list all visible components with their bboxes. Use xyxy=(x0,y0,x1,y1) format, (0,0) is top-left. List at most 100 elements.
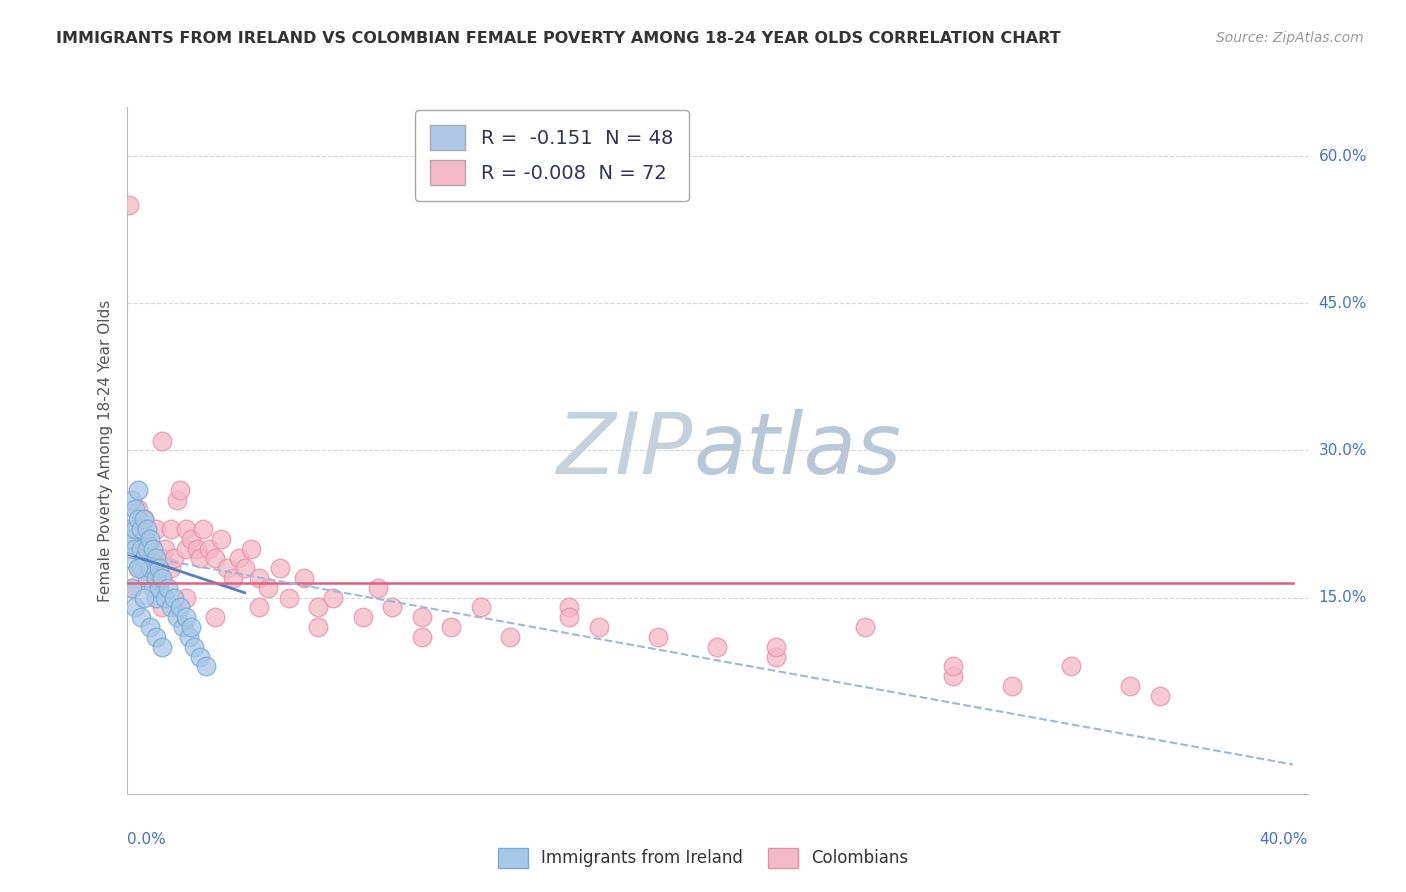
Point xyxy=(139,620,162,634)
Point xyxy=(145,591,167,605)
Point xyxy=(129,561,153,575)
Point xyxy=(204,551,226,566)
Point xyxy=(134,551,156,566)
Point xyxy=(292,571,315,585)
Point xyxy=(1001,679,1024,693)
Point xyxy=(127,561,149,575)
Point xyxy=(411,630,433,644)
Point xyxy=(470,600,492,615)
Point xyxy=(136,532,159,546)
Point xyxy=(366,581,388,595)
Point xyxy=(188,649,211,664)
Point xyxy=(166,610,188,624)
Point xyxy=(247,571,270,585)
Point xyxy=(121,492,143,507)
Point xyxy=(163,591,186,605)
Point xyxy=(129,522,153,536)
Point xyxy=(169,600,191,615)
Point xyxy=(381,600,404,615)
Point xyxy=(148,561,170,575)
Point xyxy=(134,551,156,566)
Point xyxy=(134,512,156,526)
Point xyxy=(121,581,143,595)
Point xyxy=(127,502,149,516)
Point xyxy=(180,532,202,546)
Point xyxy=(121,541,143,556)
Point xyxy=(150,571,173,585)
Point xyxy=(765,640,787,654)
Point xyxy=(159,522,183,536)
Point xyxy=(278,591,301,605)
Point xyxy=(215,561,238,575)
Text: 0.0%: 0.0% xyxy=(127,831,166,847)
Point xyxy=(180,620,202,634)
Point xyxy=(307,600,329,615)
Point xyxy=(145,571,167,585)
Point xyxy=(159,600,183,615)
Point xyxy=(228,551,250,566)
Point xyxy=(352,610,374,624)
Point xyxy=(204,610,226,624)
Text: Source: ZipAtlas.com: Source: ZipAtlas.com xyxy=(1216,31,1364,45)
Point xyxy=(136,541,159,556)
Point xyxy=(124,600,146,615)
Point xyxy=(118,551,141,566)
Point xyxy=(153,591,176,605)
Point xyxy=(188,551,211,566)
Text: 15.0%: 15.0% xyxy=(1319,591,1367,605)
Point xyxy=(411,610,433,624)
Point xyxy=(127,512,149,526)
Point xyxy=(440,620,463,634)
Point xyxy=(169,483,191,497)
Point xyxy=(139,541,162,556)
Point xyxy=(166,492,188,507)
Text: 60.0%: 60.0% xyxy=(1319,149,1367,163)
Point xyxy=(150,551,173,566)
Point xyxy=(142,541,165,556)
Y-axis label: Female Poverty Among 18-24 Year Olds: Female Poverty Among 18-24 Year Olds xyxy=(97,300,112,601)
Point xyxy=(257,581,280,595)
Legend: Immigrants from Ireland, Colombians: Immigrants from Ireland, Colombians xyxy=(491,841,915,875)
Point xyxy=(233,561,256,575)
Point xyxy=(942,669,965,683)
Point xyxy=(853,620,876,634)
Point xyxy=(239,541,262,556)
Point xyxy=(1060,659,1083,673)
Text: 45.0%: 45.0% xyxy=(1319,296,1367,310)
Point xyxy=(186,541,208,556)
Point xyxy=(269,561,291,575)
Text: IMMIGRANTS FROM IRELAND VS COLOMBIAN FEMALE POVERTY AMONG 18-24 YEAR OLDS CORREL: IMMIGRANTS FROM IRELAND VS COLOMBIAN FEM… xyxy=(56,31,1062,46)
Text: 40.0%: 40.0% xyxy=(1260,831,1308,847)
Point xyxy=(499,630,522,644)
Point xyxy=(153,541,176,556)
Point xyxy=(118,522,141,536)
Point xyxy=(136,522,159,536)
Point xyxy=(127,561,149,575)
Point xyxy=(121,581,143,595)
Point xyxy=(139,571,162,585)
Point xyxy=(174,541,197,556)
Point xyxy=(1149,689,1171,703)
Point xyxy=(159,561,183,575)
Point xyxy=(145,551,167,566)
Point xyxy=(150,640,173,654)
Point xyxy=(647,630,669,644)
Point xyxy=(222,571,245,585)
Point xyxy=(124,541,146,556)
Point xyxy=(209,532,232,546)
Text: 30.0%: 30.0% xyxy=(1319,443,1367,458)
Point xyxy=(174,610,197,624)
Point xyxy=(172,620,194,634)
Point xyxy=(706,640,728,654)
Point xyxy=(150,434,173,448)
Point xyxy=(134,512,156,526)
Point xyxy=(124,522,146,536)
Point xyxy=(1119,679,1142,693)
Point xyxy=(127,483,149,497)
Point xyxy=(148,581,170,595)
Point xyxy=(139,561,162,575)
Point xyxy=(174,591,197,605)
Point xyxy=(134,591,156,605)
Point xyxy=(195,659,218,673)
Point xyxy=(163,551,186,566)
